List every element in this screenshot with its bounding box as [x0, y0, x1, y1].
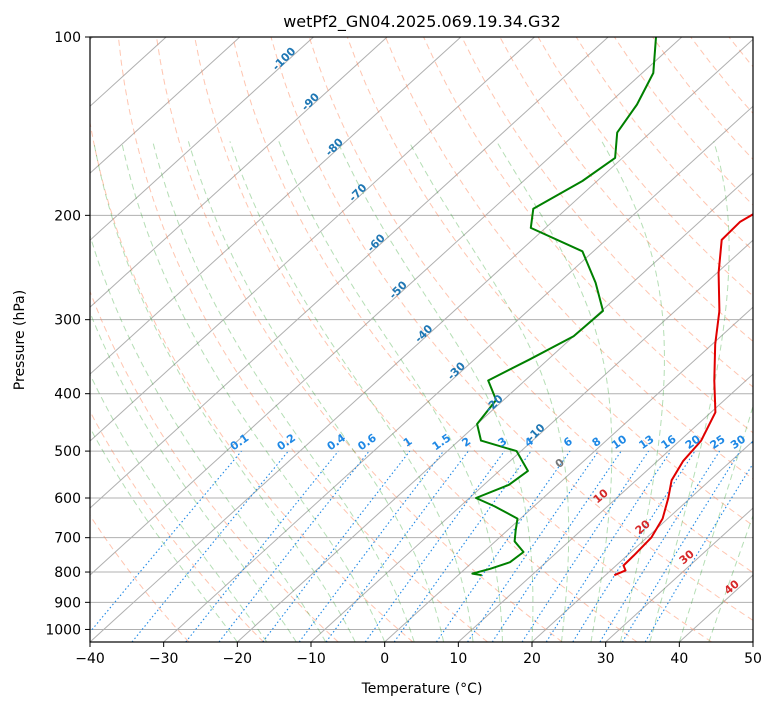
y-tick-label: 800 [54, 565, 81, 581]
x-tick-label: −20 [223, 651, 253, 667]
mixing-ratio-label: 16 [659, 432, 679, 452]
mixing-ratio-line [394, 451, 531, 642]
isotherm-line [679, 37, 775, 642]
mixing-ratio-line [573, 451, 695, 642]
moist-adiabat-line [188, 141, 443, 642]
y-tick-label: 300 [54, 313, 81, 329]
mixing-ratio-line [263, 451, 410, 642]
moist-adiabat-line [338, 141, 533, 642]
mixing-ratio-label: 0.4 [325, 431, 349, 453]
moist-adiabat-line [679, 141, 775, 642]
moist-adiabat-line [46, 141, 297, 642]
dry-adiabat-line [729, 37, 775, 642]
mixing-ratio-line [600, 451, 720, 642]
dry-adiabat-line [118, 37, 487, 642]
mixing-ratio-line [468, 451, 599, 642]
x-tick-label: −30 [149, 651, 179, 667]
moist-adiabat-line [602, 141, 665, 642]
mixing-ratio-line [219, 451, 369, 642]
mixing-ratio-label: 0.2 [275, 431, 298, 453]
isotherm-line [458, 37, 775, 642]
isotherm-label: -30 [445, 359, 468, 382]
dry-adiabat-line [576, 37, 775, 642]
isotherm-line [0, 37, 240, 642]
x-tick-label: 10 [449, 651, 467, 667]
isotherm-line [0, 37, 387, 642]
mixing-ratio-line [436, 451, 570, 642]
isotherm-label: -40 [412, 322, 435, 345]
moist-adiabat-line [122, 141, 385, 642]
isotherm-line [0, 37, 461, 642]
dewpoint-profile-line [472, 37, 656, 575]
dry-adiabat-line [0, 37, 189, 642]
mixing-ratio-line [645, 451, 761, 642]
x-tick-label: 20 [523, 651, 541, 667]
dry-adiabat-line [4, 37, 264, 642]
mixing-ratio-line [622, 451, 740, 642]
y-tick-label: 900 [54, 595, 81, 611]
isotherm-label: -50 [387, 278, 410, 301]
mixing-ratio-label: 6 [561, 435, 575, 450]
x-tick-label: 40 [670, 651, 688, 667]
x-tick-label: 30 [597, 651, 615, 667]
x-tick-label: −10 [296, 651, 326, 667]
mixing-ratio-label: 1 [401, 435, 415, 450]
x-tick-label: 0 [380, 651, 389, 667]
y-tick-label: 1000 [45, 622, 81, 638]
mixing-ratio-line [365, 451, 504, 642]
moist-adiabat-label: 10 [591, 486, 611, 506]
x-tick-label: −40 [75, 651, 105, 667]
isotherm-line [0, 37, 608, 642]
isotherm-line [16, 37, 682, 642]
y-axis-label: Pressure (hPa) [12, 290, 28, 390]
moist-adiabat-line [409, 141, 569, 642]
moist-adiabat-line [650, 141, 729, 642]
moist-adiabat-line [94, 141, 356, 642]
y-tick-label: 400 [54, 387, 81, 403]
isotherm-line [0, 37, 535, 642]
mixing-ratio-label: 1.5 [430, 431, 453, 453]
moist-adiabat-line [153, 141, 414, 642]
mixing-ratio-line [132, 451, 288, 642]
mixing-ratio-label: 25 [708, 433, 728, 452]
mixing-ratio-line [492, 451, 621, 642]
dry-adiabat-line [538, 37, 775, 642]
isotherm-line [0, 37, 314, 642]
isotherm-label: -80 [323, 135, 346, 158]
y-tick-label: 200 [54, 208, 81, 224]
dry-adiabat-line [691, 37, 775, 642]
mixing-ratio-line [546, 451, 670, 642]
y-tick-label: 700 [54, 531, 81, 547]
mixing-ratio-line [326, 451, 468, 642]
dry-adiabat-line [653, 37, 775, 642]
mixing-ratio-label: 0.1 [228, 431, 251, 453]
x-axis-label: Temperature (°C) [361, 681, 483, 697]
isotherm-line [237, 37, 775, 642]
chart-title: wetPf2_GN04.2025.069.19.34.G32 [283, 12, 561, 32]
mixing-ratio-label: 30 [728, 432, 748, 452]
mixing-ratio-label: 36 [749, 432, 769, 452]
isotherm-label: -60 [365, 231, 388, 254]
mixing-ratio-line [82, 451, 242, 642]
moist-adiabat-line [4, 141, 238, 642]
dry-adiabat-line [767, 37, 775, 642]
isotherm-line [753, 37, 775, 642]
mixing-ratio-label: 2 [459, 435, 473, 450]
x-tick-label: 50 [744, 651, 762, 667]
y-tick-label: 500 [54, 444, 81, 460]
isotherm-label: -70 [346, 181, 369, 204]
y-tick-label: 100 [54, 30, 81, 46]
moist-adiabat-line [69, 141, 326, 642]
moist-adiabat-label: 30 [677, 547, 697, 567]
isotherm-label: -90 [299, 90, 322, 113]
y-tick-label: 600 [54, 491, 81, 507]
